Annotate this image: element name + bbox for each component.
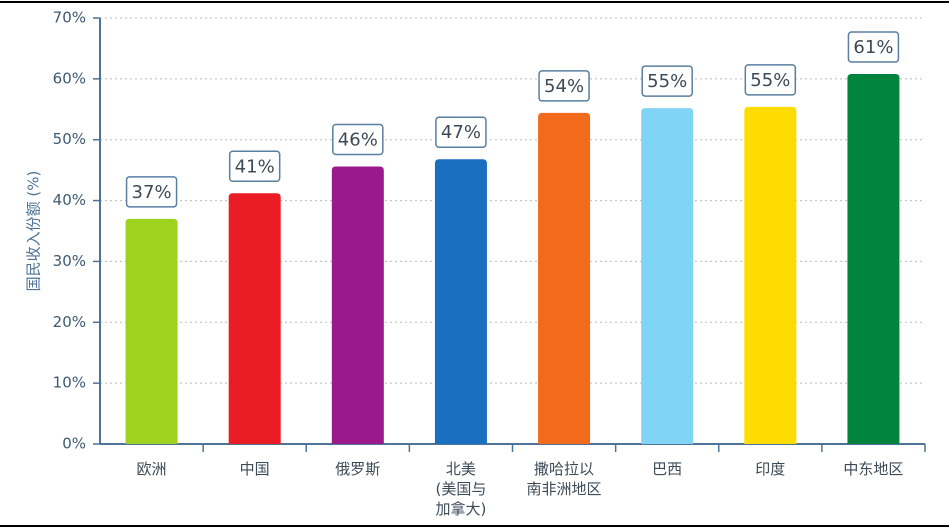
bar	[331, 166, 384, 444]
x-tick-label: 撒哈拉以 南非洲地区	[526, 460, 602, 498]
value-label-box	[435, 116, 487, 148]
bar	[125, 218, 178, 444]
x-tick-label: 印度	[755, 460, 786, 478]
x-tick-label: 中国	[239, 460, 270, 478]
value-label: 41%	[235, 156, 275, 177]
value-label: 54%	[544, 76, 584, 97]
y-tick-label: 60%	[53, 69, 86, 87]
x-tick-label: 巴西	[652, 460, 683, 478]
bar	[228, 193, 281, 444]
value-label-box	[641, 65, 693, 97]
y-tick-label: 50%	[53, 130, 86, 148]
bar	[744, 106, 797, 444]
value-label: 55%	[647, 71, 687, 92]
y-tick-label: 20%	[53, 313, 86, 331]
y-axis-title: 国民收入份额 (%)	[25, 171, 43, 292]
value-label-box	[228, 150, 281, 183]
bar	[641, 108, 694, 444]
value-label: 61%	[853, 37, 893, 58]
x-tick-label: 俄罗斯	[335, 460, 381, 478]
x-tick-label: 欧洲	[136, 460, 167, 478]
value-label-box	[538, 70, 590, 102]
value-label-box	[847, 31, 900, 63]
x-tick-label: 中东地区	[843, 460, 904, 478]
bar	[847, 73, 900, 444]
y-tick-label: 10%	[53, 374, 86, 392]
y-tick-label: 30%	[53, 252, 86, 270]
y-tick-label: 40%	[53, 191, 86, 209]
value-label: 47%	[441, 122, 481, 143]
value-label: 46%	[338, 129, 378, 150]
y-tick-label: 70%	[53, 9, 86, 27]
value-label-box	[744, 64, 797, 96]
bar	[434, 159, 487, 444]
x-tick-label: 北美 (美国与 加拿大)	[435, 460, 487, 518]
value-label-box	[125, 176, 178, 208]
value-label-box	[332, 123, 384, 156]
y-tick-label: 0%	[62, 435, 86, 453]
value-label: 55%	[750, 70, 790, 91]
bar	[538, 112, 591, 445]
value-label: 37%	[132, 182, 172, 203]
